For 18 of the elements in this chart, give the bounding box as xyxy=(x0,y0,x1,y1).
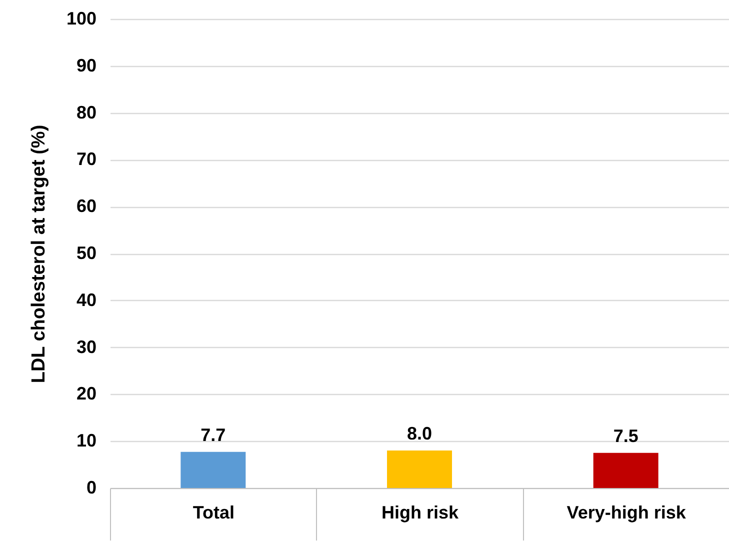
y-tick-label: 30 xyxy=(76,336,96,357)
y-tick-label: 100 xyxy=(66,8,96,28)
x-tick-label: Total xyxy=(192,502,235,522)
y-tick-label: 0 xyxy=(86,478,96,498)
y-tick-label: 20 xyxy=(76,384,96,404)
y-tick-label: 90 xyxy=(76,55,96,76)
y-tick-label: 40 xyxy=(76,290,96,310)
y-tick-label: 60 xyxy=(76,196,96,216)
data-label: 8.0 xyxy=(406,423,432,444)
y-tick-label: 10 xyxy=(76,430,96,451)
x-tick-label: High risk xyxy=(381,502,460,522)
data-label: 7.7 xyxy=(200,424,226,445)
y-tick-label: 70 xyxy=(76,149,96,170)
data-label: 7.5 xyxy=(613,426,638,446)
x-tick-label: Very-high risk xyxy=(566,502,687,522)
y-tick-label: 50 xyxy=(76,243,96,263)
y-tick-label: 80 xyxy=(76,102,96,122)
y-axis-title: LDL cholesterol at target (%) xyxy=(28,124,50,384)
